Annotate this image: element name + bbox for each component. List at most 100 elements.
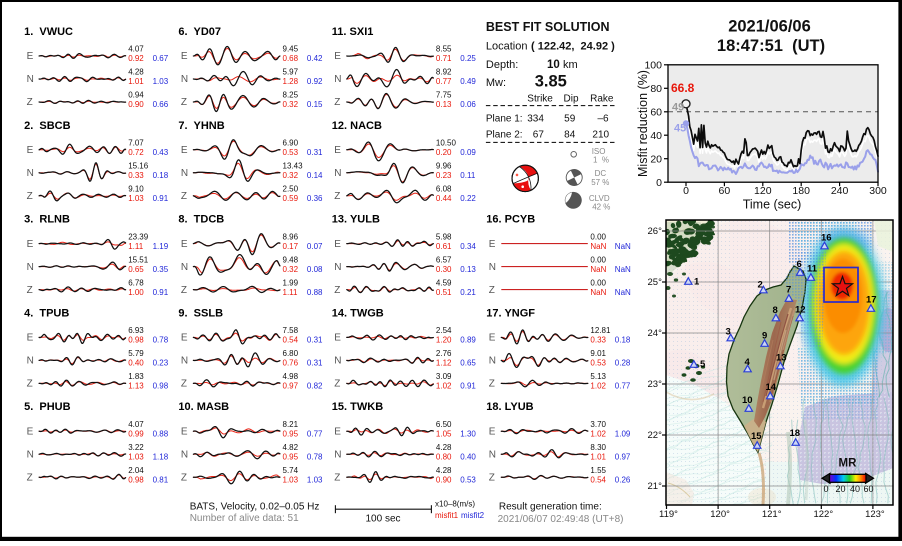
svg-text:0.94: 0.94 (128, 91, 144, 100)
svg-text:9.01: 9.01 (590, 349, 606, 358)
svg-text:–6: –6 (597, 114, 609, 125)
svg-text:CLVD: CLVD (589, 194, 610, 203)
svg-text:1.03: 1.03 (153, 77, 169, 86)
svg-text:3.85: 3.85 (535, 73, 567, 91)
svg-text:0.35: 0.35 (153, 265, 169, 274)
svg-text:0.11: 0.11 (460, 171, 476, 180)
svg-text:Z: Z (334, 97, 340, 108)
svg-text:0: 0 (656, 177, 662, 189)
svg-text:180: 180 (792, 185, 810, 197)
svg-text:1.28: 1.28 (283, 77, 299, 86)
svg-text:1.09: 1.09 (615, 429, 631, 438)
svg-text:N: N (334, 356, 341, 367)
svg-text:60: 60 (719, 185, 731, 197)
svg-text:0.17: 0.17 (283, 242, 299, 251)
svg-text:E: E (489, 333, 496, 344)
svg-text:km: km (563, 59, 578, 71)
svg-text:67: 67 (533, 130, 545, 141)
svg-text:3.22: 3.22 (128, 443, 144, 452)
svg-text:E: E (27, 426, 34, 437)
svg-text:7.07: 7.07 (128, 139, 144, 148)
svg-text:123°: 123° (865, 509, 885, 520)
svg-text:0.49: 0.49 (460, 77, 476, 86)
svg-text:4: 4 (745, 357, 751, 368)
svg-text:1 %: 1 % (593, 155, 609, 164)
svg-text:N: N (489, 356, 496, 367)
svg-text:8.30: 8.30 (590, 443, 606, 452)
svg-text:0.30: 0.30 (436, 265, 452, 274)
svg-text:0.65: 0.65 (128, 265, 144, 274)
svg-text:E: E (334, 51, 341, 62)
svg-text:22°: 22° (648, 430, 663, 441)
svg-text:60: 60 (650, 106, 662, 118)
svg-text:1.03: 1.03 (283, 475, 299, 484)
svg-text:Z: Z (489, 379, 495, 390)
svg-text:2021/06/06: 2021/06/06 (728, 18, 811, 36)
svg-text:0.97: 0.97 (283, 382, 299, 391)
svg-text:0.51: 0.51 (436, 288, 452, 297)
svg-text:Plane 2:: Plane 2: (486, 130, 523, 141)
svg-text:5.98: 5.98 (436, 232, 452, 241)
svg-text:Z: Z (181, 285, 187, 296)
svg-text:Z: Z (181, 472, 187, 483)
svg-text:E: E (334, 145, 341, 156)
svg-text:11: 11 (807, 264, 818, 275)
svg-text:NaN: NaN (615, 288, 631, 297)
svg-text:8.92: 8.92 (436, 68, 452, 77)
svg-text:0.98: 0.98 (128, 336, 144, 345)
svg-text:0.40: 0.40 (460, 452, 476, 461)
svg-text:E: E (181, 51, 188, 62)
svg-text:0.31: 0.31 (307, 336, 323, 345)
svg-text:Time (sec): Time (sec) (743, 198, 802, 212)
svg-text:0.67: 0.67 (153, 54, 169, 63)
svg-text:0.82: 0.82 (307, 382, 323, 391)
svg-text:NaN: NaN (590, 242, 606, 251)
svg-text:Z: Z (27, 285, 33, 296)
svg-text:0.88: 0.88 (307, 288, 323, 297)
svg-text:NaN: NaN (590, 265, 606, 274)
svg-text:0.44: 0.44 (436, 194, 452, 203)
svg-text:N: N (181, 74, 188, 85)
svg-text:Z: Z (181, 97, 187, 108)
svg-text:Z: Z (27, 379, 33, 390)
svg-text:0.22: 0.22 (460, 194, 476, 203)
svg-text:0.32: 0.32 (283, 100, 299, 109)
svg-text:0.20: 0.20 (436, 148, 452, 157)
svg-text:6.57: 6.57 (436, 255, 452, 264)
svg-text:7.58: 7.58 (283, 326, 299, 335)
svg-text:9: 9 (762, 331, 767, 342)
svg-text:0.21: 0.21 (460, 288, 476, 297)
svg-text:0.95: 0.95 (283, 429, 299, 438)
svg-text:1.20: 1.20 (436, 336, 452, 345)
svg-text:13.43: 13.43 (283, 162, 304, 171)
svg-text:Strike: Strike (527, 94, 553, 105)
svg-text:0.00: 0.00 (590, 278, 606, 287)
svg-text:Misfit reduction (%): Misfit reduction (%) (636, 70, 650, 177)
svg-text:1.02: 1.02 (590, 382, 606, 391)
svg-text:15: 15 (751, 431, 762, 442)
svg-text:14. TWGB: 14. TWGB (332, 307, 384, 319)
svg-text:1.18: 1.18 (153, 452, 169, 461)
svg-text:11. SXI1: 11. SXI1 (332, 26, 374, 38)
svg-text:Z: Z (27, 472, 33, 483)
svg-text:1.03: 1.03 (128, 194, 144, 203)
svg-text:Mw:: Mw: (486, 77, 506, 89)
svg-text:20: 20 (650, 153, 662, 165)
svg-text:0.32: 0.32 (283, 265, 299, 274)
svg-text:0.36: 0.36 (307, 194, 323, 203)
svg-text:0.80: 0.80 (436, 452, 452, 461)
svg-text:0.92: 0.92 (128, 54, 144, 63)
svg-text:40: 40 (650, 130, 662, 142)
svg-text:0.91: 0.91 (460, 382, 476, 391)
svg-text:Z: Z (334, 285, 340, 296)
svg-text:49: 49 (672, 102, 684, 114)
svg-text:0.23: 0.23 (436, 171, 452, 180)
svg-text:240: 240 (831, 185, 849, 197)
svg-text:Plane 1:: Plane 1: (486, 114, 523, 125)
svg-text:0.81: 0.81 (153, 475, 169, 484)
svg-text:8.21: 8.21 (283, 420, 299, 429)
svg-text:E: E (181, 145, 188, 156)
svg-text:4.07: 4.07 (128, 45, 144, 54)
svg-text:2.54: 2.54 (436, 326, 452, 335)
svg-text:E: E (27, 239, 34, 250)
